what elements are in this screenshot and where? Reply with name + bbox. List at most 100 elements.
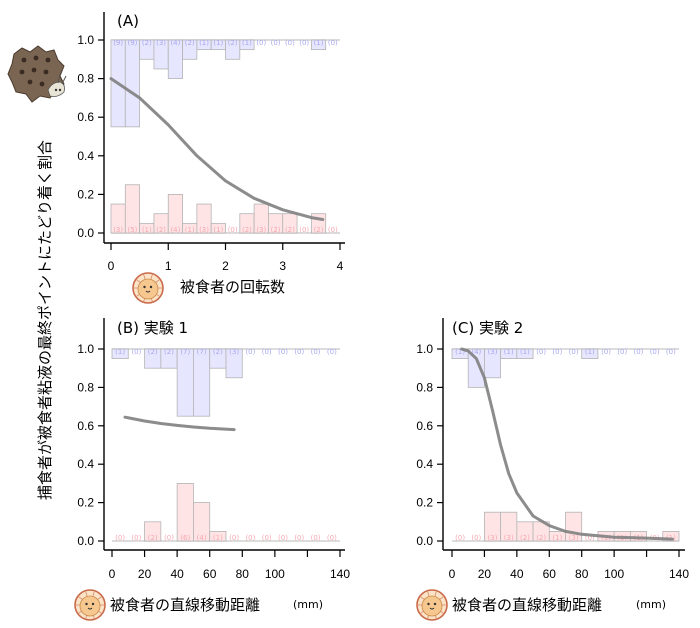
success-count-label: (0) <box>327 348 337 356</box>
success-bar <box>310 39 327 51</box>
prey-creature-icon <box>74 589 106 621</box>
fail-bar <box>193 502 211 542</box>
success-count-label: (0) <box>666 348 676 356</box>
x-tick-label: 80 <box>236 567 250 581</box>
fail-count-label: (0) <box>585 534 595 542</box>
fail-count-label: (5) <box>128 226 138 234</box>
prey-icon-eye <box>143 285 146 289</box>
success-count-label: (2) <box>228 39 238 47</box>
y-tick-label: 0.4 <box>77 457 94 471</box>
prey-icon-body <box>137 278 159 300</box>
fail-count-label: (0) <box>278 534 288 542</box>
x-tick-label: 100 <box>265 567 285 581</box>
success-count-label: (0) <box>294 348 304 356</box>
x-tick-label: 60 <box>203 567 217 581</box>
success-count-label: (0) <box>245 348 255 356</box>
fail-bar <box>176 482 194 542</box>
fail-bar <box>196 203 212 234</box>
success-count-label: (1) <box>585 348 595 356</box>
prey-icon-mouth <box>87 607 93 610</box>
fail-count-label: (3) <box>256 226 266 234</box>
success-bar <box>176 348 194 417</box>
fitted-curve <box>109 77 325 221</box>
x-tick-label: 2 <box>222 259 229 273</box>
success-count-label: (0) <box>617 348 627 356</box>
y-tick-label: 1.0 <box>77 342 94 356</box>
success-bar <box>516 348 534 360</box>
success-bar <box>581 348 599 360</box>
fail-count-label: (2) <box>148 534 158 542</box>
fail-count-label: (1) <box>213 534 223 542</box>
fail-count-label: (0) <box>228 226 238 234</box>
fail-count-label: (0) <box>131 534 141 542</box>
panel-title: (B) 実験 1 <box>117 319 188 337</box>
success-count-label: (0) <box>278 348 288 356</box>
y-axis-label: 捕食者が被食者粘液の最終ポイントにたどり着く割合 <box>36 140 54 500</box>
fail-count-label: (3) <box>488 534 498 542</box>
fail-count-label: (0) <box>455 534 465 542</box>
success-count-label: (2) <box>213 348 223 356</box>
success-bar <box>124 39 141 128</box>
fail-count-label: (2) <box>536 534 546 542</box>
fail-count-label: (3) <box>504 534 514 542</box>
success-count-label: (2) <box>142 39 152 47</box>
success-count-label: (2) <box>148 348 158 356</box>
x-tick-label: 40 <box>170 567 184 581</box>
x-axis-label: 被食者の回転数 <box>180 278 285 296</box>
fail-count-label: (4) <box>170 226 180 234</box>
fail-count-label: (2) <box>314 226 324 234</box>
fail-count-label: (2) <box>242 226 252 234</box>
fail-count-label: (0) <box>229 534 239 542</box>
success-count-label: (0) <box>650 348 660 356</box>
y-tick-label: 0.4 <box>416 457 433 471</box>
prey-icon-eye <box>427 602 430 606</box>
success-bar <box>484 348 502 379</box>
prey-icon-mouth <box>145 290 151 293</box>
success-count-label: (4) <box>471 348 481 356</box>
x-tick-label: 0 <box>109 567 116 581</box>
x-tick-label: 4 <box>337 259 344 273</box>
success-count-label: (3) <box>156 39 166 47</box>
success-bar <box>225 348 243 379</box>
fail-count-label: (0) <box>471 534 481 542</box>
y-tick-label: 0.6 <box>77 419 94 433</box>
x-tick-label: 20 <box>138 567 152 581</box>
fail-count-label: (3) <box>569 534 579 542</box>
fail-count-label: (3) <box>113 226 123 234</box>
x-tick-label: 40 <box>510 567 524 581</box>
success-bar <box>239 39 255 51</box>
success-count-label: (3) <box>229 348 239 356</box>
prey-icon-eye <box>433 602 437 606</box>
x-tick-label: 140 <box>669 567 689 581</box>
y-tick-label: 0.6 <box>77 110 94 124</box>
y-tick-label: 0.2 <box>77 187 94 201</box>
prey-creature-icon <box>416 589 448 621</box>
fail-bar <box>209 531 227 542</box>
prey-icon-body <box>421 595 443 617</box>
prey-icon-eye <box>91 602 95 606</box>
success-count-label: (1) <box>520 348 530 356</box>
fail-count-label: (1) <box>142 226 152 234</box>
fail-bar <box>210 222 226 234</box>
fail-count-label: (0) <box>164 534 174 542</box>
panel-a: (9) (9) (2) (3) (4) (2) (1) (1) (2) (1) (0) (0) (0) (… <box>77 12 345 304</box>
success-count-label: (1) <box>115 348 125 356</box>
fitted-curve <box>460 347 674 541</box>
success-count-label: (0) <box>328 39 338 47</box>
snail-predator-icon <box>7 45 67 103</box>
panel-title: (C) 実験 2 <box>452 319 523 337</box>
success-count-label: (1) <box>199 39 209 47</box>
x-tick-label: 60 <box>543 567 557 581</box>
fail-bar <box>124 184 141 234</box>
x-tick-label: 80 <box>575 567 589 581</box>
x-tick-label: 3 <box>279 259 286 273</box>
x-tick-label: 20 <box>478 567 492 581</box>
success-count-label: (0) <box>256 39 266 47</box>
fail-bar <box>144 521 162 542</box>
success-count-label: (0) <box>569 348 579 356</box>
x-tick-label: 1 <box>165 259 172 273</box>
fail-count-label: (1) <box>185 226 195 234</box>
success-count-label: (0) <box>601 348 611 356</box>
prey-icon-eye <box>85 602 88 606</box>
prey-icon-mouth <box>429 607 435 610</box>
